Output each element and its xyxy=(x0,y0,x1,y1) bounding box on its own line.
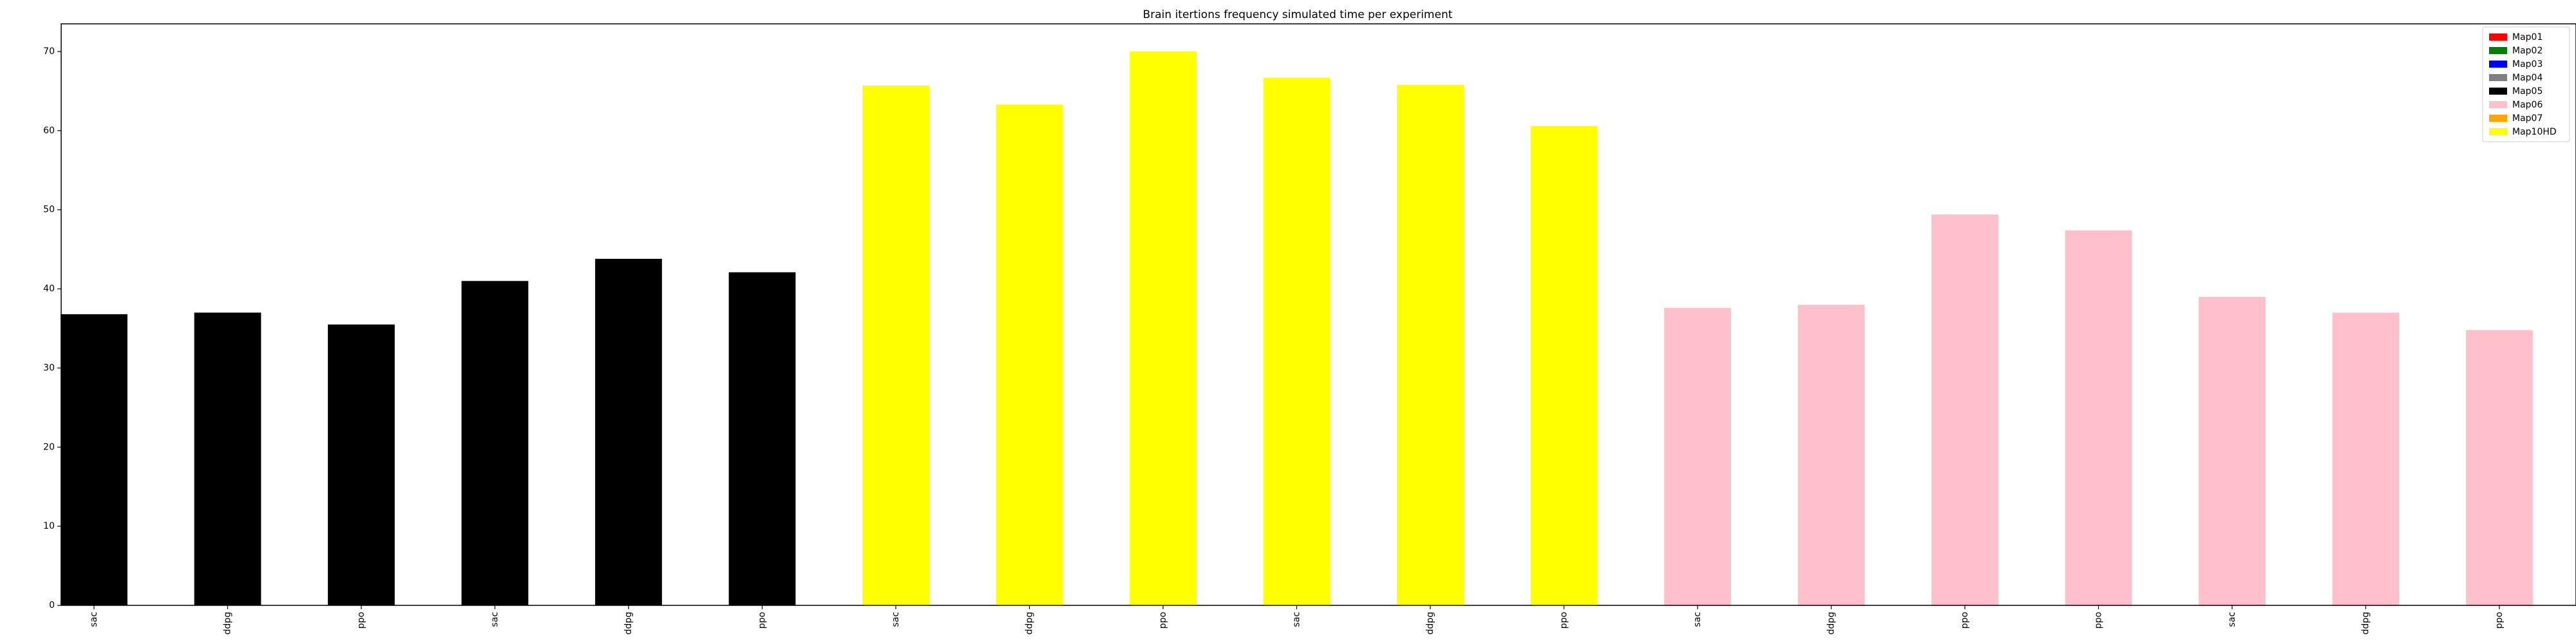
legend: Map01 Map02 Map03 Map04 Map05 Map06 Map07 Map10… xyxy=(2482,26,2570,142)
plot-frame xyxy=(61,23,2576,606)
legend-label: Map05 xyxy=(2512,86,2543,97)
bar-10 xyxy=(1397,84,1464,606)
legend-label: Map10HD xyxy=(2512,127,2557,137)
x-tick-label: ppo xyxy=(757,612,768,629)
y-tick-label: 20 xyxy=(43,442,55,452)
x-tick-label: ppo xyxy=(2094,612,2104,629)
x-tick-label: sac xyxy=(2227,612,2237,627)
legend-swatch xyxy=(2489,74,2507,81)
y-tick-label: 40 xyxy=(43,284,55,294)
legend-swatch xyxy=(2489,33,2507,41)
chart-title: Brain itertions frequency simulated time… xyxy=(1143,8,1453,21)
x-tick-label: sac xyxy=(1292,612,1302,627)
x-tick-label: sac xyxy=(89,612,99,627)
legend-label: Map06 xyxy=(2512,100,2543,110)
legend-swatch xyxy=(2489,47,2507,54)
legend-label: Map07 xyxy=(2512,113,2543,124)
x-tick-label: ppo xyxy=(2494,612,2505,629)
bar-16 xyxy=(2199,296,2266,605)
legend-label: Map01 xyxy=(2512,32,2543,43)
bar-11 xyxy=(1530,126,1598,606)
legend-swatch xyxy=(2489,128,2507,135)
y-tick-label: 60 xyxy=(43,126,55,136)
bar-4 xyxy=(595,258,662,605)
x-tick-label: ddpg xyxy=(1826,612,1837,635)
bar-13 xyxy=(1797,305,1865,605)
y-tick-label: 10 xyxy=(43,521,55,531)
x-tick-label: ddpg xyxy=(2361,612,2371,635)
bar-12 xyxy=(1664,308,1731,605)
x-tick-label: ppo xyxy=(1960,612,1970,629)
bar-0 xyxy=(61,314,128,605)
legend-label: Map02 xyxy=(2512,46,2543,56)
legend-swatch xyxy=(2489,61,2507,68)
bar-5 xyxy=(728,272,796,605)
bar-17 xyxy=(2332,312,2400,605)
y-tick-label: 30 xyxy=(43,363,55,373)
bar-14 xyxy=(1931,214,1998,606)
bar-1 xyxy=(194,312,261,605)
bar-3 xyxy=(461,281,529,605)
bar-9 xyxy=(1263,77,1331,606)
x-tick-label: ppo xyxy=(1559,612,1569,629)
y-tick-label: 50 xyxy=(43,205,55,215)
x-tick-label: ppo xyxy=(1158,612,1168,629)
x-tick-label: ddpg xyxy=(223,612,233,635)
bar-2 xyxy=(328,324,395,605)
bar-7 xyxy=(996,104,1063,605)
legend-swatch xyxy=(2489,88,2507,95)
y-tick-label: 0 xyxy=(49,600,55,611)
x-tick-label: ddpg xyxy=(623,612,634,635)
legend-swatch xyxy=(2489,115,2507,122)
x-tick-label: sac xyxy=(490,612,500,627)
x-axis: sac ddpg ppo sac ddpg ppo sac ddpg ppo sac ddpg ppo… xyxy=(89,605,2505,635)
x-tick-label: ddpg xyxy=(1025,612,1035,635)
x-tick-label: sac xyxy=(891,612,901,627)
x-tick-label: sac xyxy=(1692,612,1703,627)
y-tick-label: 70 xyxy=(43,46,55,57)
bar-18 xyxy=(2466,330,2533,605)
x-tick-label: ppo xyxy=(356,612,366,629)
legend-label: Map03 xyxy=(2512,59,2543,70)
legend-swatch xyxy=(2489,101,2507,108)
bar-8 xyxy=(1130,52,1197,605)
bars-group xyxy=(61,52,2533,606)
legend-frame xyxy=(2482,26,2570,142)
legend-label: Map04 xyxy=(2512,73,2543,83)
y-axis: 0 10 20 30 40 50 60 70 xyxy=(43,46,61,611)
x-tick-label: ddpg xyxy=(1425,612,1435,635)
bar-6 xyxy=(862,85,929,605)
bar-15 xyxy=(2065,230,2132,605)
